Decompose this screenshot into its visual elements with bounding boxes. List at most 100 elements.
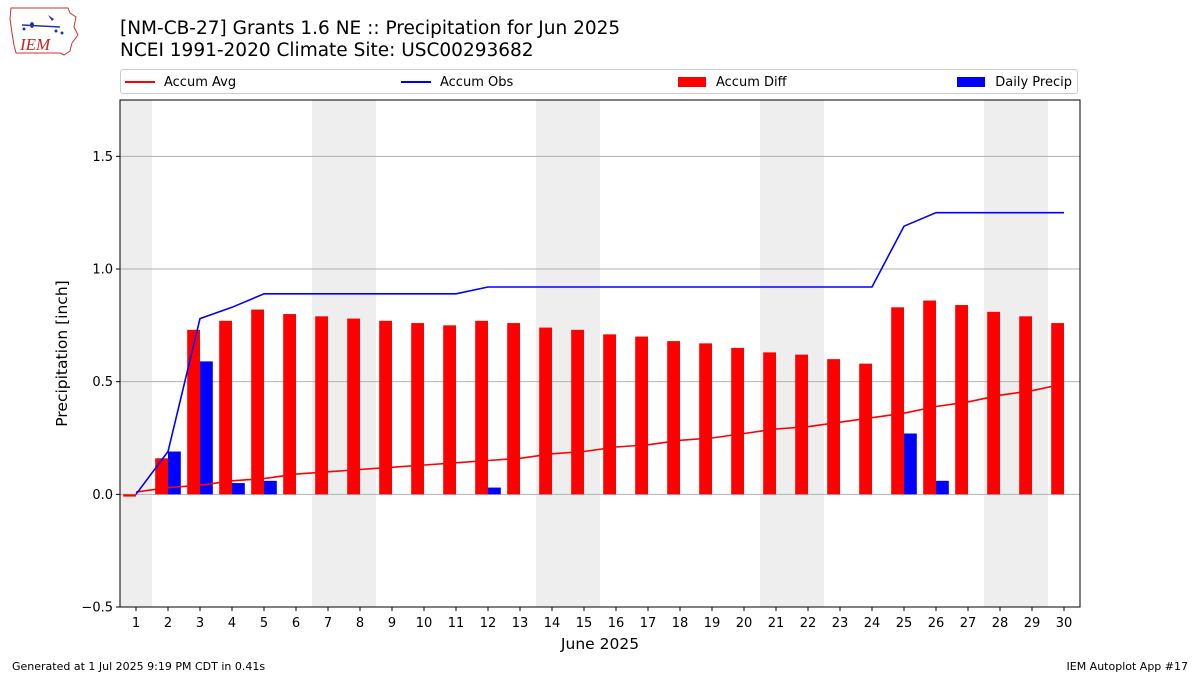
x-axis-label: June 2025 [560, 635, 639, 653]
ytick-label: 0.0 [92, 488, 113, 503]
xtick-label: 16 [608, 616, 625, 631]
weekend-shade-day-7 [312, 100, 344, 607]
bar-accum-diff-day-16 [603, 334, 616, 495]
xtick-label: 22 [800, 616, 817, 631]
bar-accum-diff-day-26 [923, 300, 936, 495]
legend-swatch-accum-diff [678, 77, 706, 87]
xtick-label: 21 [768, 616, 785, 631]
bar-accum-diff-day-7 [315, 316, 328, 495]
xtick-label: 11 [448, 616, 465, 631]
bar-accum-diff-day-28 [987, 311, 1000, 495]
legend-swatch-accum-avg [125, 81, 155, 83]
xtick-label: 9 [388, 616, 396, 631]
bar-accum-diff-day-29 [1019, 316, 1032, 495]
legend: Accum Avg Accum Obs Accum Diff Daily Pre… [120, 69, 1078, 94]
xtick-label: 1 [132, 616, 140, 631]
weekend-shade-day-22 [792, 100, 824, 607]
weekend-shade-day-28 [984, 100, 1016, 607]
xtick-label: 15 [576, 616, 593, 631]
bar-accum-diff-day-12 [475, 320, 488, 495]
bar-accum-diff-day-10 [411, 323, 424, 495]
xtick-label: 20 [736, 616, 753, 631]
bar-daily-precip-day-12 [488, 487, 501, 495]
bar-daily-precip-day-4 [232, 483, 245, 495]
line-accum-obs [135, 211, 1064, 495]
ytick-label: −0.5 [81, 601, 113, 616]
legend-item-accum-avg: Accum Avg [125, 74, 236, 90]
bar-accum-diff-day-25 [891, 307, 904, 495]
bar-accum-diff-day-4 [219, 320, 232, 495]
xtick-label: 4 [228, 616, 236, 631]
legend-item-accum-diff: Accum Diff [678, 74, 787, 90]
xtick-label: 19 [704, 616, 721, 631]
bar-accum-diff-day-9 [379, 320, 392, 495]
xtick-label: 24 [864, 616, 881, 631]
footer-app: IEM Autoplot App #17 [1066, 660, 1189, 673]
xtick-label: 7 [324, 616, 332, 631]
bar-accum-diff-day-14 [539, 327, 552, 495]
bar-accum-diff-day-2 [155, 458, 168, 495]
line-accum-avg [135, 383, 1065, 493]
legend-label-accum-diff: Accum Diff [716, 74, 787, 90]
bar-accum-diff-day-6 [283, 314, 296, 495]
xtick-label: 25 [896, 616, 913, 631]
xtick-label: 27 [960, 616, 977, 631]
bar-accum-diff-day-5 [251, 309, 264, 495]
weekend-shade-day-1 [120, 100, 152, 607]
bar-accum-diff-day-11 [443, 325, 456, 495]
weekend-shade-day-15 [568, 100, 600, 607]
y-axis-label: Precipitation [inch] [53, 280, 71, 426]
bar-daily-precip-day-5 [264, 480, 277, 495]
bar-daily-precip-day-26 [936, 480, 949, 495]
xtick-label: 10 [416, 616, 433, 631]
xtick-label: 5 [260, 616, 268, 631]
bar-accum-diff-day-20 [731, 347, 744, 495]
bar-accum-diff-day-21 [763, 352, 776, 495]
chart-title: [NM-CB-27] Grants 1.6 NE :: Precipitatio… [120, 18, 620, 62]
weekend-shade-day-21 [760, 100, 792, 607]
bar-daily-precip-day-3 [200, 361, 213, 495]
xtick-label: 2 [164, 616, 172, 631]
ytick-label: 0.5 [92, 375, 113, 390]
bar-daily-precip-day-25 [904, 433, 917, 495]
bar-accum-diff-day-24 [859, 363, 872, 495]
xtick-label: 30 [1056, 616, 1073, 631]
bar-accum-diff-day-13 [507, 323, 520, 495]
xtick-label: 18 [672, 616, 689, 631]
xtick-label: 17 [640, 616, 657, 631]
xtick-label: 8 [356, 616, 364, 631]
xtick-label: 6 [292, 616, 300, 631]
plot-frame [119, 99, 1081, 608]
legend-label-accum-obs: Accum Obs [440, 74, 514, 90]
bar-accum-diff-day-27 [955, 305, 968, 495]
weekend-shade-day-29 [1016, 100, 1048, 607]
xtick-label: 29 [1024, 616, 1041, 631]
weekend-shade-day-8 [344, 100, 376, 607]
footer-generated: Generated at 1 Jul 2025 9:19 PM CDT in 0… [12, 660, 266, 673]
bar-accum-diff-day-3 [187, 329, 200, 495]
legend-swatch-daily-precip [957, 77, 986, 87]
bar-daily-precip-day-2 [168, 451, 181, 495]
legend-label-daily-precip: Daily Precip [995, 74, 1072, 90]
bar-accum-diff-day-19 [699, 343, 712, 495]
xtick-label: 12 [480, 616, 497, 631]
bar-accum-diff-day-30 [1051, 323, 1064, 495]
xtick-label: 14 [544, 616, 561, 631]
title-line-1: [NM-CB-27] Grants 1.6 NE :: Precipitatio… [120, 18, 621, 39]
bar-accum-diff-day-15 [571, 329, 584, 495]
legend-item-accum-obs: Accum Obs [401, 74, 513, 90]
bar-accum-diff-day-17 [635, 336, 648, 495]
bar-accum-diff-day-22 [795, 354, 808, 495]
legend-label-accum-avg: Accum Avg [164, 74, 237, 90]
xtick-label: 23 [832, 616, 849, 631]
legend-item-daily-precip: Daily Precip [957, 74, 1072, 90]
bar-accum-diff-day-1 [123, 494, 136, 497]
bar-accum-diff-day-23 [827, 359, 840, 495]
xtick-label: 3 [196, 616, 204, 631]
ytick-label: 1.0 [92, 263, 113, 278]
iem-logo: IEM [9, 7, 79, 56]
title-line-2: NCEI 1991-2020 Climate Site: USC00293682 [120, 40, 534, 61]
bar-accum-diff-day-18 [667, 341, 680, 495]
ytick-label: 1.5 [92, 150, 113, 165]
